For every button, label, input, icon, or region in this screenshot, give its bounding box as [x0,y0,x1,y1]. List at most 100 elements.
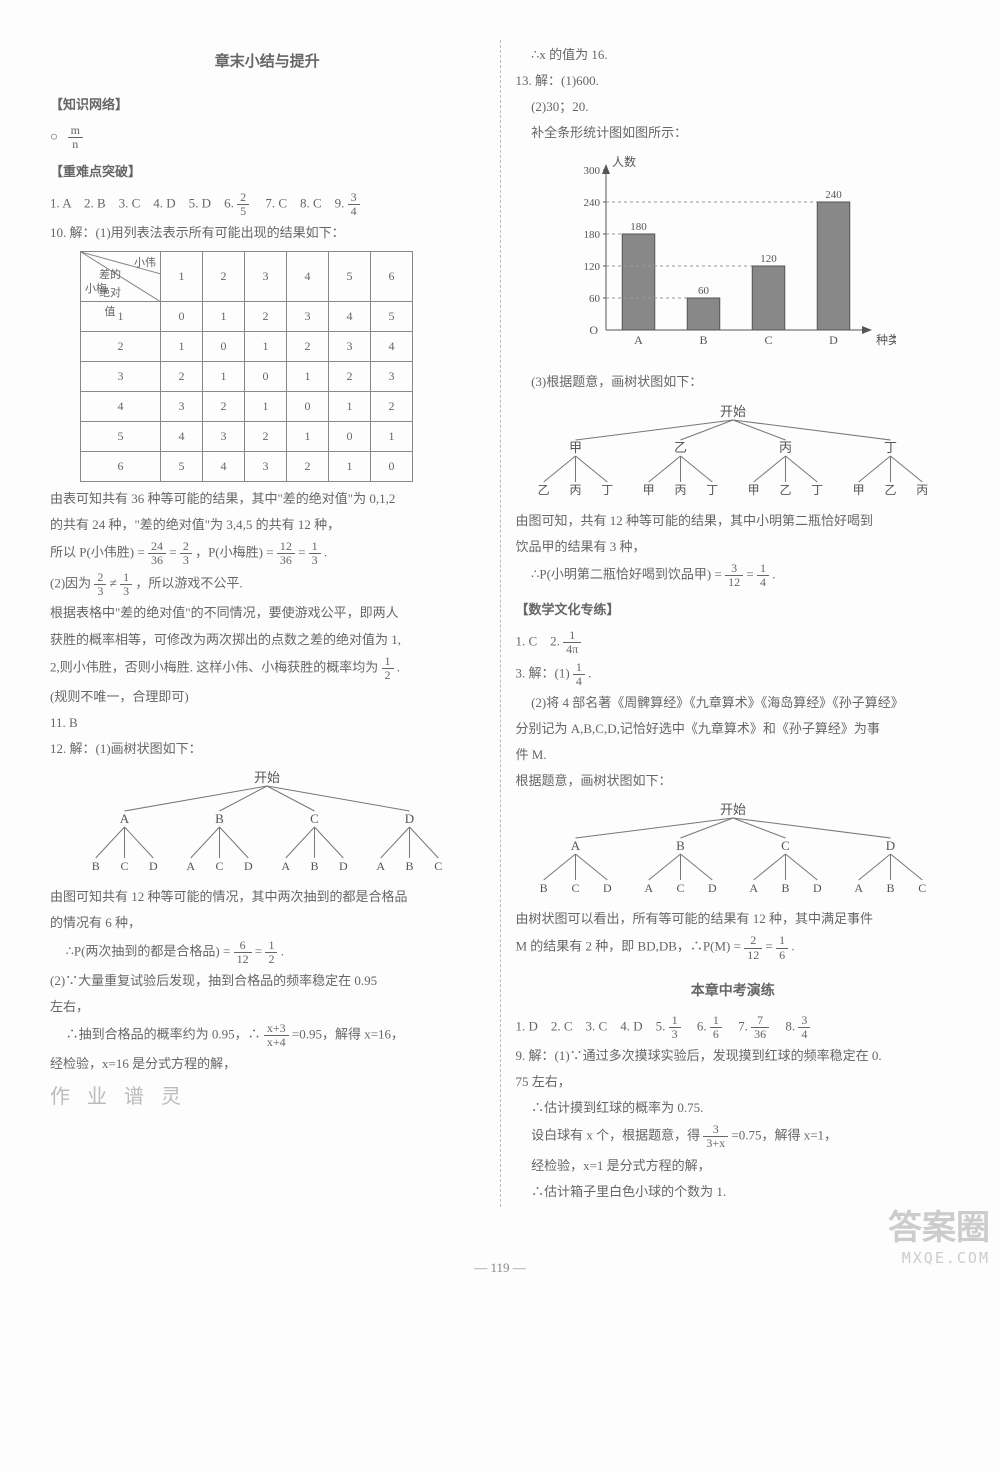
section-culture: 【数学文化专练】 [516,599,951,621]
q13-intro: 13. 解：(1)600. [516,70,951,92]
q10-h: (规则不唯一，合理即可) [50,686,485,708]
chapter-title: 章末小结与提升 [50,50,485,76]
q13-b: (2)30；20. [516,96,951,118]
q11: 11. B [50,712,485,734]
svg-text:丙: 丙 [779,440,792,455]
q12-a: 由图可知共有 12 种等可能的情况，其中两次抽到的都是合格品 [50,886,485,908]
q13-c: 补全条形统计图如图所示： [516,122,951,144]
svg-text:开始: 开始 [720,404,746,419]
q13-g: ∴P(小明第二瓶恰好喝到饮品甲) = 312 = 14 . [516,562,951,589]
svg-text:开始: 开始 [720,802,746,817]
section-zhongkao: 本章中考演练 [516,980,951,1004]
svg-text:B: B [215,811,224,826]
s3-q3f: 由树状图可以看出，所有等可能的结果有 12 种，其中满足事件 [516,908,951,930]
svg-text:60: 60 [589,293,601,305]
q12-g: 经检验，x=16 是分式方程的解， [50,1053,485,1075]
svg-text:A: A [749,881,758,895]
svg-text:B: B [886,881,894,895]
q12-c: ∴P(两次抽到的都是合格品) = 612 = 12 . [50,939,485,966]
svg-text:乙: 乙 [537,483,549,497]
svg-text:D: D [405,811,414,826]
svg-text:D: D [886,838,895,853]
svg-text:D: D [244,859,253,873]
svg-text:C: C [121,859,129,873]
bar-chart: 人数种类O60120180240300180A60B120C240D [566,152,951,363]
svg-text:丁: 丁 [884,440,897,455]
svg-text:丙: 丙 [569,483,581,497]
svg-text:乙: 乙 [779,483,791,497]
left-column: 章末小结与提升 【知识网络】 ○ mn 【重难点突破】 1. A 2. B 3.… [40,40,495,1207]
svg-text:D: D [813,881,822,895]
svg-text:乙: 乙 [884,483,896,497]
s4-q9f: ∴估计箱子里白色小球的个数为 1. [516,1181,951,1203]
s3-q3d: 件 M. [516,744,951,766]
svg-text:D: D [339,859,348,873]
svg-text:A: A [282,859,291,873]
page-number: — 119 — [0,1257,1000,1279]
s4-row1: 1. D 2. C 3. C 4. D 5. 13 6. 16 7. 736 8… [516,1014,951,1041]
svg-text:A: A [377,859,386,873]
column-divider [500,40,501,1207]
circ: ○ [50,128,58,143]
svg-text:D: D [603,881,612,895]
svg-text:C: C [310,811,319,826]
svg-text:乙: 乙 [674,440,687,455]
tree-3: 开始ABCDBACDCABDDABC [516,800,951,900]
s3-q3g: M 的结果有 2 种，即 BD,DB，∴P(M) = 212 = 16 . [516,934,951,961]
svg-text:B: B [699,333,707,347]
svg-text:D: D [149,859,158,873]
svg-text:A: A [120,811,130,826]
svg-text:丁: 丁 [601,483,613,497]
s3-q1: 1. C 2. 14π [516,629,951,656]
right-column: ∴x 的值为 16. 13. 解：(1)600. (2)30；20. 补全条形统… [506,40,961,1207]
svg-text:人数: 人数 [612,154,636,169]
svg-text:甲: 甲 [642,483,654,497]
table-diag-header: 小伟 差的绝对值 小梅 [81,251,161,301]
s4-q9c: ∴估计摸到红球的概率为 0.75. [516,1097,951,1119]
s3-q3e: 根据题意，画树状图如下： [516,770,951,792]
svg-text:A: A [644,881,653,895]
svg-text:O: O [589,323,598,337]
svg-text:C: C [216,859,224,873]
section-breakthrough: 【重难点突破】 [50,161,485,183]
svg-text:开始: 开始 [254,770,280,785]
s3-q3c: 分别记为 A,B,C,D,记恰好选中《九章算术》和《孙子算经》为事 [516,718,951,740]
svg-text:C: C [676,881,684,895]
svg-text:C: C [781,838,790,853]
svg-text:C: C [435,859,443,873]
q10-g: 2,则小伟胜，否则小梅胜. 这样小伟、小梅获胜的概率均为 12 . [50,655,485,682]
q10-intro: 10. 解：(1)用列表法表示所有可能出现的结果如下： [50,222,485,244]
svg-text:丙: 丙 [674,483,686,497]
q10-a: 由表可知共有 36 种等可能的结果，其中"差的绝对值"为 0,1,2 [50,488,485,510]
q10-b: 的共有 24 种，"差的绝对值"为 3,4,5 的共有 12 种， [50,514,485,536]
q13-e: 由图可知，共有 12 种等可能的结果，其中小明第二瓶恰好喝到 [516,510,951,532]
svg-text:B: B [539,881,547,895]
page: 章末小结与提升 【知识网络】 ○ mn 【重难点突破】 1. A 2. B 3.… [0,0,1000,1237]
q10-f: 获胜的概率相等，可修改为两次掷出的点数之差的绝对值为 1, [50,629,485,651]
svg-text:甲: 甲 [569,440,582,455]
svg-text:甲: 甲 [852,483,864,497]
svg-text:B: B [781,881,789,895]
svg-text:B: B [676,838,685,853]
q12-b: 的情况有 6 种， [50,912,485,934]
svg-text:120: 120 [760,253,777,265]
svg-text:丁: 丁 [706,483,718,497]
svg-text:240: 240 [825,189,842,201]
r-a: ∴x 的值为 16. [516,44,951,66]
faint-watermark: 作 业 谱 灵 [50,1080,485,1114]
q10-e: 根据表格中"差的绝对值"的不同情况，要使游戏公平，即两人 [50,602,485,624]
svg-text:120: 120 [583,261,600,273]
svg-text:C: C [918,881,926,895]
svg-text:D: D [829,333,838,347]
q12-e: 左右， [50,996,485,1018]
s4-q9e: 经检验，x=1 是分式方程的解， [516,1155,951,1177]
svg-text:B: B [311,859,319,873]
svg-text:300: 300 [583,165,600,177]
svg-text:C: C [571,881,579,895]
svg-text:60: 60 [698,285,710,297]
svg-text:丙: 丙 [916,483,928,497]
svg-text:D: D [708,881,717,895]
watermark: 答案圈 MXQE.COM [888,1208,990,1267]
difference-table: 小伟 差的绝对值 小梅 123456 101234521012343210123… [80,251,413,482]
formula-mn: ○ mn [50,124,485,151]
